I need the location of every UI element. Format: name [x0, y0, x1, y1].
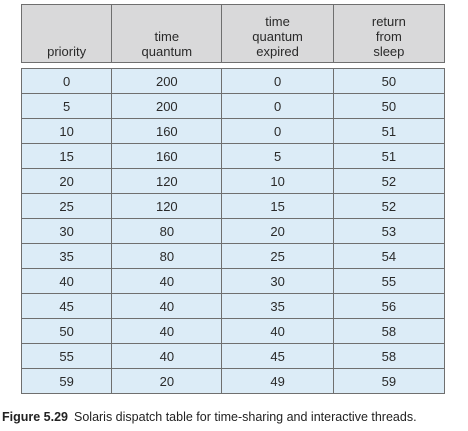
cell-time-quantum-expired: 20: [222, 219, 333, 244]
cell-return-from-sleep: 56: [333, 294, 444, 319]
cell-priority: 0: [22, 69, 112, 94]
table-row: 25 120 15 52: [22, 194, 445, 219]
cell-priority: 55: [22, 344, 112, 369]
table-body: 0 200 0 50 5 200 0 50 10 160 0 51 15 160 5 51 20 120 10 52 2…: [22, 69, 445, 394]
header-return-from-sleep: return from sleep: [333, 5, 444, 63]
cell-priority: 10: [22, 119, 112, 144]
cell-time-quantum: 80: [112, 219, 222, 244]
cell-time-quantum-expired: 5: [222, 144, 333, 169]
figure-caption: Figure 5.29 Solaris dispatch table for ti…: [2, 410, 417, 424]
header-priority: priority: [22, 5, 112, 63]
cell-return-from-sleep: 51: [333, 119, 444, 144]
figure-caption-text: Solaris dispatch table for time-sharing …: [74, 410, 417, 424]
table-row: 55 40 45 58: [22, 344, 445, 369]
cell-time-quantum: 200: [112, 69, 222, 94]
cell-return-from-sleep: 59: [333, 369, 444, 394]
header-line: return: [334, 14, 444, 29]
header-row: priority time quantum time quantum expired ret…: [22, 5, 445, 63]
table-row: 20 120 10 52: [22, 169, 445, 194]
table-row: 35 80 25 54: [22, 244, 445, 269]
header-line: quantum: [112, 44, 221, 59]
table-row: 10 160 0 51: [22, 119, 445, 144]
cell-time-quantum: 40: [112, 344, 222, 369]
cell-time-quantum-expired: 0: [222, 119, 333, 144]
cell-time-quantum: 20: [112, 369, 222, 394]
cell-return-from-sleep: 53: [333, 219, 444, 244]
header-time-quantum-expired: time quantum expired: [222, 5, 333, 63]
cell-time-quantum-expired: 0: [222, 69, 333, 94]
header-line: priority: [22, 44, 111, 59]
cell-priority: 15: [22, 144, 112, 169]
cell-return-from-sleep: 50: [333, 69, 444, 94]
header-line: time: [222, 14, 332, 29]
table-row: 15 160 5 51: [22, 144, 445, 169]
cell-return-from-sleep: 54: [333, 244, 444, 269]
table-row: 59 20 49 59: [22, 369, 445, 394]
cell-time-quantum: 160: [112, 144, 222, 169]
cell-time-quantum: 200: [112, 94, 222, 119]
cell-time-quantum-expired: 15: [222, 194, 333, 219]
cell-time-quantum-expired: 45: [222, 344, 333, 369]
header-time-quantum: time quantum: [112, 5, 222, 63]
header-line: from: [334, 29, 444, 44]
dispatch-table-container: priority time quantum time quantum expired ret…: [21, 4, 445, 394]
cell-time-quantum-expired: 30: [222, 269, 333, 294]
cell-time-quantum: 120: [112, 194, 222, 219]
cell-return-from-sleep: 55: [333, 269, 444, 294]
cell-time-quantum-expired: 35: [222, 294, 333, 319]
table-row: 50 40 40 58: [22, 319, 445, 344]
header-line: time: [112, 29, 221, 44]
cell-return-from-sleep: 52: [333, 194, 444, 219]
cell-priority: 5: [22, 94, 112, 119]
cell-priority: 30: [22, 219, 112, 244]
cell-time-quantum-expired: 10: [222, 169, 333, 194]
cell-time-quantum: 40: [112, 319, 222, 344]
header-line: sleep: [334, 44, 444, 59]
cell-priority: 59: [22, 369, 112, 394]
cell-time-quantum: 160: [112, 119, 222, 144]
figure-label: Figure 5.29: [2, 410, 68, 424]
cell-return-from-sleep: 58: [333, 319, 444, 344]
cell-priority: 45: [22, 294, 112, 319]
table-row: 45 40 35 56: [22, 294, 445, 319]
cell-return-from-sleep: 51: [333, 144, 444, 169]
cell-time-quantum: 40: [112, 294, 222, 319]
cell-priority: 40: [22, 269, 112, 294]
cell-priority: 50: [22, 319, 112, 344]
cell-return-from-sleep: 50: [333, 94, 444, 119]
cell-priority: 20: [22, 169, 112, 194]
cell-return-from-sleep: 52: [333, 169, 444, 194]
table-row: 40 40 30 55: [22, 269, 445, 294]
cell-priority: 25: [22, 194, 112, 219]
dispatch-table: priority time quantum time quantum expired ret…: [21, 4, 445, 394]
cell-priority: 35: [22, 244, 112, 269]
table-row: 5 200 0 50: [22, 94, 445, 119]
cell-time-quantum-expired: 49: [222, 369, 333, 394]
cell-time-quantum-expired: 40: [222, 319, 333, 344]
cell-time-quantum: 120: [112, 169, 222, 194]
header-line: expired: [222, 44, 332, 59]
cell-time-quantum: 40: [112, 269, 222, 294]
cell-return-from-sleep: 58: [333, 344, 444, 369]
table-row: 0 200 0 50: [22, 69, 445, 94]
table-row: 30 80 20 53: [22, 219, 445, 244]
cell-time-quantum: 80: [112, 244, 222, 269]
table-header: priority time quantum time quantum expired ret…: [22, 5, 445, 69]
cell-time-quantum-expired: 25: [222, 244, 333, 269]
cell-time-quantum-expired: 0: [222, 94, 333, 119]
header-line: quantum: [222, 29, 332, 44]
